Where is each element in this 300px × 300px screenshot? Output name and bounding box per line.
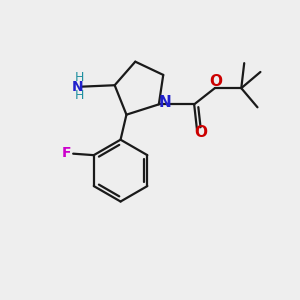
Text: O: O: [210, 74, 223, 89]
Text: N: N: [159, 95, 172, 110]
Text: O: O: [194, 125, 207, 140]
Text: N: N: [72, 80, 84, 94]
Text: F: F: [62, 146, 71, 160]
Text: H: H: [75, 71, 84, 84]
Text: H: H: [75, 89, 84, 102]
